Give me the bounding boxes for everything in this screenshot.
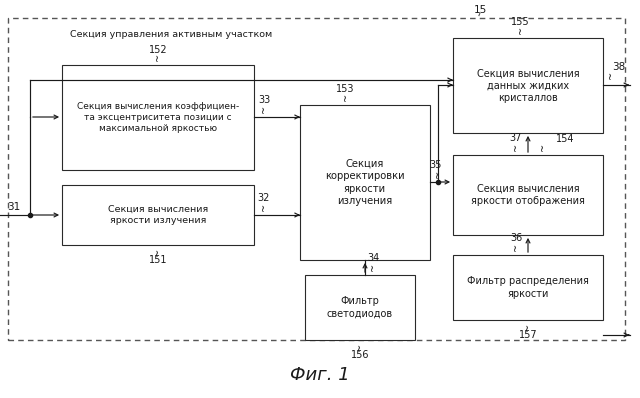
Text: 157: 157 — [518, 330, 538, 340]
Bar — [300, 105, 430, 260]
Text: Секция управления активным участком: Секция управления активным участком — [70, 30, 272, 39]
Bar — [453, 38, 603, 133]
Text: Фиг. 1: Фиг. 1 — [290, 366, 350, 384]
Text: Секция вычисления коэффициен-
та эксцентриситета позиции с
максимальной яркостью: Секция вычисления коэффициен- та эксцент… — [77, 102, 239, 133]
Text: ~: ~ — [355, 343, 365, 351]
Text: Секция
корректировки
яркости
излучения: Секция корректировки яркости излучения — [325, 159, 405, 206]
Text: ~: ~ — [368, 263, 378, 271]
Text: Фильтр
светодиодов: Фильтр светодиодов — [327, 296, 393, 319]
Text: 152: 152 — [148, 45, 167, 55]
Text: 155: 155 — [511, 17, 530, 27]
Text: 33: 33 — [258, 95, 270, 105]
Text: 15: 15 — [474, 5, 486, 15]
Text: 37: 37 — [510, 133, 522, 143]
Text: 151: 151 — [148, 255, 167, 265]
Text: 32: 32 — [258, 193, 270, 203]
Text: Фильтр распределения
яркости: Фильтр распределения яркости — [467, 276, 589, 299]
Bar — [8, 18, 625, 340]
Text: Секция вычисления
данных жидких
кристаллов: Секция вычисления данных жидких кристалл… — [477, 68, 579, 103]
Text: 38: 38 — [612, 62, 626, 72]
Text: ~: ~ — [523, 323, 533, 331]
Text: 36: 36 — [510, 233, 522, 243]
Text: 35: 35 — [430, 160, 442, 170]
Text: ~: ~ — [433, 170, 443, 178]
Text: 156: 156 — [351, 350, 369, 360]
Text: ~: ~ — [511, 143, 521, 151]
Text: ~: ~ — [511, 243, 521, 251]
Text: ~: ~ — [259, 203, 269, 211]
Text: ~: ~ — [340, 93, 351, 101]
Bar — [305, 275, 415, 340]
Text: ~: ~ — [259, 105, 269, 113]
Text: ~: ~ — [538, 143, 548, 151]
Text: ~: ~ — [606, 71, 616, 79]
Bar — [453, 155, 603, 235]
Text: 31: 31 — [8, 202, 20, 212]
Text: ~: ~ — [515, 26, 525, 34]
Text: 154: 154 — [556, 134, 575, 144]
Text: Секция вычисления
яркости излучения: Секция вычисления яркости излучения — [108, 205, 208, 225]
Text: Секция вычисления
яркости отображения: Секция вычисления яркости отображения — [471, 184, 585, 206]
Bar — [62, 65, 254, 170]
Text: 34: 34 — [367, 253, 379, 263]
Bar — [453, 255, 603, 320]
Text: 153: 153 — [336, 84, 355, 94]
Text: ~: ~ — [153, 53, 163, 61]
Text: ~: ~ — [153, 248, 163, 256]
Bar — [62, 185, 254, 245]
